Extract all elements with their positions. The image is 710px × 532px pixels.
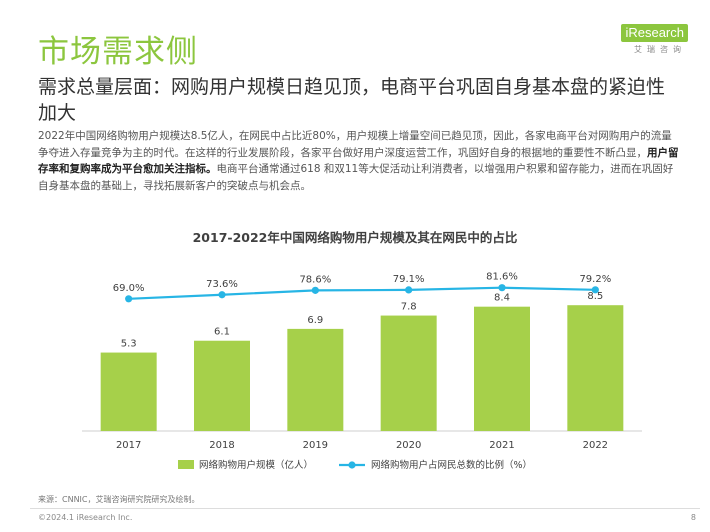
line-value-label-2020: 79.1% — [393, 274, 425, 285]
line-value-label-2018: 73.6% — [206, 279, 238, 290]
logo-text: iResearch — [621, 24, 688, 42]
bar-2020 — [380, 315, 437, 431]
chart-title: 2017-2022年中国网络购物用户规模及其在网民中的占比 — [192, 230, 518, 245]
line-point-2018 — [218, 291, 226, 299]
body-text-highlight: 用户留存率和复购率成为平台愈加关注指标。 — [38, 146, 679, 176]
source-note: 来源：CNNIC，艾瑞咨询研究院研究及绘制。 — [38, 495, 200, 504]
line-value-label-2017: 69.0% — [113, 283, 145, 294]
section-subtitle: 需求总量层面：网购用户规模日趋见顶，电商平台巩固自身基本盘的紧迫性加大 — [38, 76, 666, 124]
bar-2022 — [567, 305, 624, 431]
x-tick-label-2019: 2019 — [303, 440, 328, 451]
line-point-2020 — [405, 286, 413, 294]
footer-divider — [30, 508, 700, 509]
iresearch-logo: iResearch 艾瑞咨询 — [600, 18, 688, 58]
bar-value-label-2022: 8.5 — [587, 291, 603, 302]
line-point-2022 — [591, 286, 599, 294]
bar-2021 — [474, 306, 530, 431]
bar-value-label-2019: 6.9 — [307, 315, 323, 326]
bar-2017 — [100, 352, 157, 431]
bar-2019 — [287, 328, 344, 431]
legend-line-marker — [348, 461, 356, 469]
line-value-label-2021: 81.6% — [486, 272, 518, 283]
page-title: 市场需求侧 — [38, 34, 198, 70]
line-series — [128, 286, 596, 300]
x-tick-label-2022: 2022 — [583, 440, 608, 451]
body-paragraph: 2022年中国网络购物用户规模达8.5亿人，在网民中占比近80%，用户规模上增量… — [38, 128, 680, 194]
bar-2018 — [194, 340, 250, 431]
bar-value-label-2017: 5.3 — [121, 339, 137, 350]
x-tick-label-2021: 2021 — [489, 440, 514, 451]
bar-value-label-2018: 6.1 — [214, 327, 230, 338]
body-text-part1: 2022年中国网络购物用户规模达8.5亿人，在网民中占比近80%，用户规模上增量… — [38, 130, 672, 159]
copyright: ©2024.1 iResearch Inc. — [38, 513, 133, 522]
x-tick-label-2017: 2017 — [116, 440, 141, 451]
legend-bar-swatch — [178, 460, 194, 469]
bar-value-label-2021: 8.4 — [494, 293, 510, 304]
line-point-2019 — [311, 286, 319, 294]
line-point-2021 — [498, 284, 506, 292]
line-value-label-2022: 79.2% — [579, 274, 611, 285]
line-value-label-2019: 78.6% — [299, 274, 331, 285]
x-tick-label-2018: 2018 — [209, 440, 234, 451]
legend-bar-label: 网络购物用户规模（亿人） — [199, 459, 313, 471]
line-point-2017 — [125, 295, 133, 303]
page-number: 8 — [690, 513, 696, 522]
legend-line-label: 网络购物用户占网民总数的比例（%） — [371, 459, 532, 471]
x-tick-label-2020: 2020 — [396, 440, 421, 451]
logo-subtext: 艾瑞咨询 — [634, 45, 686, 54]
body-text-part2: 电商平台通常通过618 和双11等大促活动让利消费者，以增强用户积累和留存能力，… — [38, 163, 674, 192]
bar-value-label-2020: 7.8 — [401, 302, 417, 313]
